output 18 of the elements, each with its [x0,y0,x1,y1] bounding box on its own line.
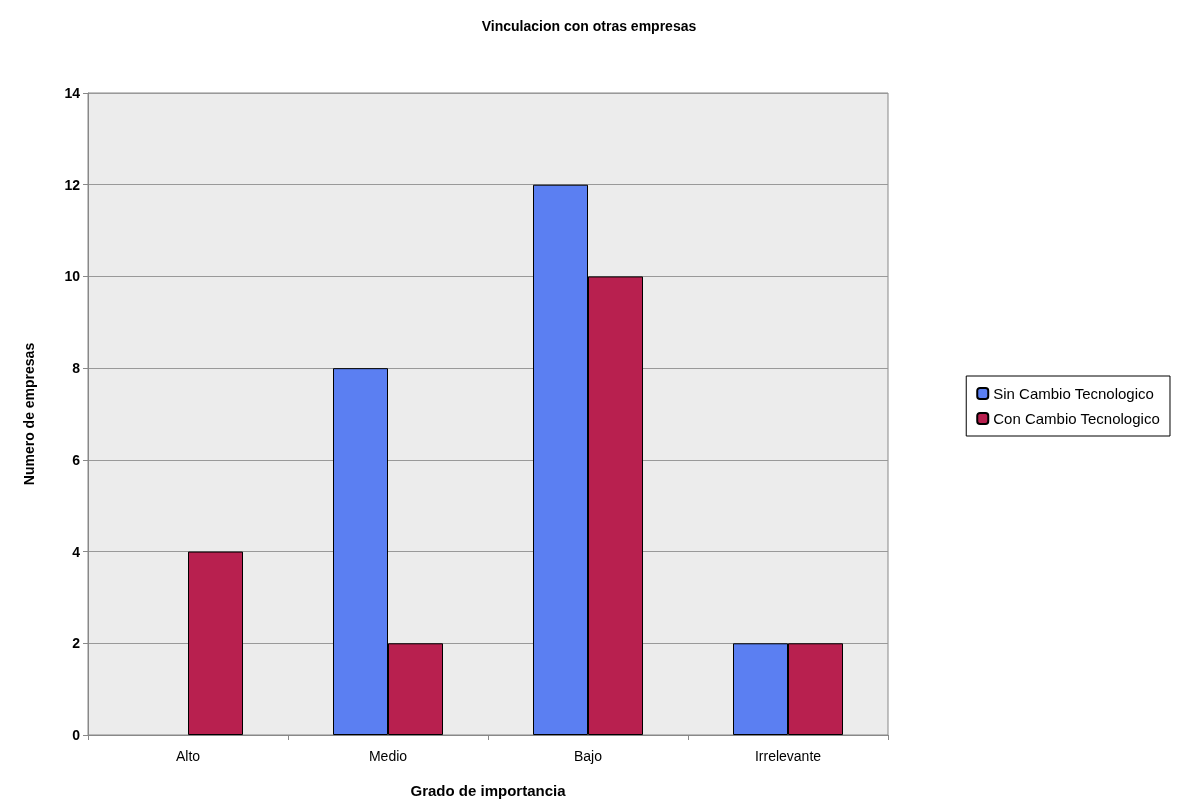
legend-label: Con Cambio Tecnologico [993,410,1160,427]
x-tick-label: Bajo [573,748,603,764]
y-tick-label: 4 [72,543,81,560]
y-tick-label: 2 [72,635,81,652]
chart-title: Vinculacion con otras empresas [481,18,697,34]
bar [188,551,243,735]
x-tick-label: Alto [175,748,201,764]
y-tick-label: 14 [64,85,81,101]
y-tick-label: 0 [72,727,81,743]
y-tick-label: 12 [64,176,81,193]
legend-label: Sin Cambio Tecnologico [993,385,1154,402]
y-tick-label: 6 [72,451,81,468]
x-tick-label: Medio [368,748,408,764]
x-tick-label: Irrelevante [754,748,822,764]
y-tick-label: 10 [64,268,81,285]
y-axis-title: Numero de empresas [21,342,37,486]
x-axis-title: Grado de importancia [410,782,567,799]
y-tick-label: 8 [72,360,81,377]
